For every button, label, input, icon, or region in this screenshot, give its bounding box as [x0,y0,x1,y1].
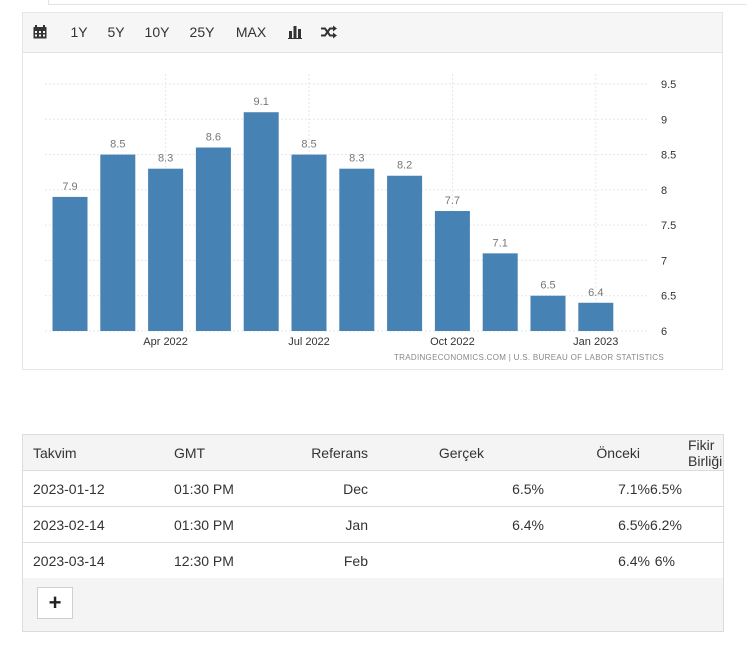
bar-chart-icon[interactable] [288,25,302,44]
cell-date: 2023-03-14 [23,542,174,579]
cell-reference: Feb [289,542,368,579]
bar [530,295,566,331]
y-tick-label: 9.5 [661,79,676,91]
add-event-button[interactable]: + [37,587,73,619]
chart-source: TRADINGECONOMICS.COM | U.S. BUREAU OF LA… [393,353,664,362]
chart-panel: 1Y 5Y 10Y 25Y MAX 7.9 8.5 8.3 8.6 9.1 8.5 8.3 8… [22,12,723,370]
bar [243,112,279,331]
range-25y-button[interactable]: 25Y [189,24,215,40]
x-tick-label: Apr 2022 [143,336,188,348]
bar-value-label: 8.3 [349,153,364,165]
top-border [48,0,747,5]
bar [148,168,184,331]
range-5y-button[interactable]: 5Y [107,24,125,40]
bar-value-label: 6.4 [588,287,603,299]
cell-date: 2023-01-12 [23,470,174,507]
calendar-table-panel: Takvim GMT Referans Gerçek Önceki Fikir … [22,434,724,632]
bar-value-label: 8.3 [158,153,173,165]
bar [195,147,231,331]
table-row: 2023-01-12 01:30 PM Dec 6.5% 7.1% 6.5% [23,470,723,507]
calendar-icon[interactable] [33,25,47,44]
shuffle-icon[interactable] [321,25,337,44]
bar-value-label: 8.6 [206,132,221,144]
cell-time: 01:30 PM [174,470,289,507]
cell-actual [368,542,544,579]
x-tick-label: Jan 2023 [573,336,618,348]
chart-toolbar: 1Y 5Y 10Y 25Y MAX [23,13,722,53]
bar-value-label: 9.1 [254,96,269,108]
table-row: 2023-03-14 12:30 PM Feb 6.4% 6% [23,542,723,579]
header-gmt: GMT [174,435,289,471]
bar-value-label: 8.5 [301,139,316,151]
bar-value-label: 8.5 [110,139,125,151]
cell-consensus: 6.5% [650,470,723,507]
x-tick-label: Oct 2022 [430,336,475,348]
cell-time: 01:30 PM [174,506,289,543]
bar [52,196,88,331]
header-takvim: Takvim [23,435,174,471]
cell-time: 12:30 PM [174,542,289,579]
table-header-row: Takvim GMT Referans Gerçek Önceki Fikir … [23,435,723,471]
bar-value-label: 8.2 [397,160,412,172]
cell-consensus: 6.2% [650,506,723,543]
y-tick-label: 9 [661,114,667,126]
bar [339,168,375,331]
header-fikir-birligi: Fikir Birliği [650,435,723,471]
bar [100,154,136,331]
bar-chart: 7.9 8.5 8.3 8.6 9.1 8.5 8.3 8.2 7.7 7.1 6.5 6.4 6 6.… [45,74,676,348]
range-10y-button[interactable]: 10Y [144,24,170,40]
table-footer [23,578,723,631]
bar-value-label: 7.1 [493,237,508,249]
table-row: 2023-02-14 01:30 PM Jan 6.4% 6.5% 6.2% [23,506,723,543]
bar [291,154,327,331]
cell-reference: Dec [289,470,368,507]
bar [578,302,614,331]
range-max-button[interactable]: MAX [235,24,267,40]
cell-actual: 6.4% [368,506,544,543]
y-tick-label: 8.5 [661,150,676,162]
bar-value-label: 7.7 [445,195,460,207]
y-tick-label: 7 [661,255,667,267]
bar-value-label: 6.5 [540,280,555,292]
cell-date: 2023-02-14 [23,506,174,543]
range-1y-button[interactable]: 1Y [70,24,88,40]
header-gercek: Gerçek [368,435,544,471]
cell-actual: 6.5% [368,470,544,507]
bar-value-label: 7.9 [62,181,77,193]
bar [482,253,518,331]
y-tick-label: 6 [661,326,667,338]
cell-previous: 6.4% [544,542,650,579]
header-onceki: Önceki [544,435,650,471]
x-tick-label: Jul 2022 [288,336,330,348]
cell-consensus: 6% [650,542,723,579]
y-tick-label: 8 [661,185,667,197]
y-tick-label: 6.5 [661,291,676,303]
tab-edge [40,0,49,4]
y-tick-label: 7.5 [661,220,676,232]
bar [434,211,470,331]
cell-previous: 7.1% [544,470,650,507]
header-referans: Referans [289,435,368,471]
cell-previous: 6.5% [544,506,650,543]
bar [387,175,423,331]
calendar-table: Takvim GMT Referans Gerçek Önceki Fikir … [23,435,723,579]
cell-reference: Jan [289,506,368,543]
